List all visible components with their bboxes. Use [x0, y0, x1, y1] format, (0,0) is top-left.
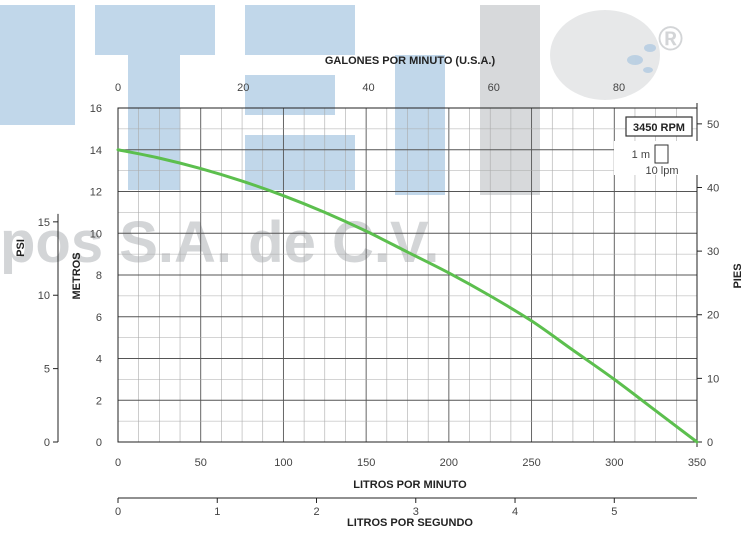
watermark-block	[245, 5, 355, 55]
y-tick-label: 16	[90, 103, 102, 115]
bottom-outer-tick-label: 5	[611, 506, 617, 518]
bottom-outer-tick-label: 3	[413, 506, 419, 518]
scale-meter-label: 1 m	[632, 149, 650, 161]
scale-lpm-label: 10 lpm	[645, 165, 678, 177]
right-axis-title: PIES	[732, 263, 744, 288]
right-tick-label: 10	[707, 373, 719, 385]
x-axis-title: LITROS POR MINUTO	[353, 479, 467, 491]
watermark-block	[245, 135, 355, 190]
rpm-box	[625, 116, 693, 137]
bottom-outer-axis-title: LITROS POR SEGUNDO	[347, 517, 473, 529]
right-tick-label: 30	[707, 246, 719, 258]
bottom-outer-tick-label: 0	[115, 506, 121, 518]
top-tick-label: 40	[362, 82, 374, 94]
right-tick-label: 20	[707, 310, 719, 322]
chart-grid	[118, 108, 697, 442]
right-tick-label: 40	[707, 182, 719, 194]
x-tick-label: 300	[605, 457, 623, 469]
left-outer-tick-label: 15	[38, 217, 50, 229]
y-tick-label: 6	[96, 312, 102, 324]
watermark-block	[128, 55, 180, 190]
watermark-block	[0, 5, 75, 125]
y-tick-label: 12	[90, 187, 102, 199]
left-outer-axis-title: PSI	[15, 239, 27, 257]
right-tick-label: 0	[707, 437, 713, 449]
rpm-label: 3450 RPM	[633, 122, 685, 134]
left-outer-tick-label: 5	[44, 364, 50, 376]
bottom-outer-tick-label: 1	[214, 506, 220, 518]
top-tick-label: 0	[115, 82, 121, 94]
right-tick-label: 50	[707, 119, 719, 131]
bottom-outer-tick-label: 2	[313, 506, 319, 518]
watermark-globe	[550, 10, 660, 100]
watermark-block	[395, 55, 445, 195]
bottom-outer-tick-label: 4	[512, 506, 518, 518]
top-axis-title: GALONES POR MINUTO (U.S.A.)	[325, 55, 496, 67]
y-tick-label: 4	[96, 354, 102, 366]
y-axis-title: METROS	[71, 252, 83, 299]
y-tick-label: 14	[90, 145, 102, 157]
top-tick-label: 20	[237, 82, 249, 94]
y-tick-label: 10	[90, 228, 102, 240]
y-tick-label: 2	[96, 395, 102, 407]
watermark-block	[95, 5, 215, 55]
x-tick-label: 350	[688, 457, 706, 469]
top-tick-label: 80	[613, 82, 625, 94]
x-tick-label: 250	[522, 457, 540, 469]
x-tick-label: 50	[195, 457, 207, 469]
left-outer-tick-label: 10	[38, 290, 50, 302]
left-outer-tick-label: 0	[44, 437, 50, 449]
x-tick-label: 150	[357, 457, 375, 469]
x-tick-label: 0	[115, 457, 121, 469]
x-tick-label: 100	[274, 457, 292, 469]
series-line	[116, 148, 699, 444]
watermark-registered-mark: ®	[658, 20, 683, 58]
y-tick-label: 8	[96, 270, 102, 282]
watermark-droplets	[627, 44, 656, 73]
x-tick-label: 200	[440, 457, 458, 469]
scale-legend-box	[654, 144, 669, 164]
y-tick-label: 0	[96, 437, 102, 449]
top-tick-label: 60	[488, 82, 500, 94]
